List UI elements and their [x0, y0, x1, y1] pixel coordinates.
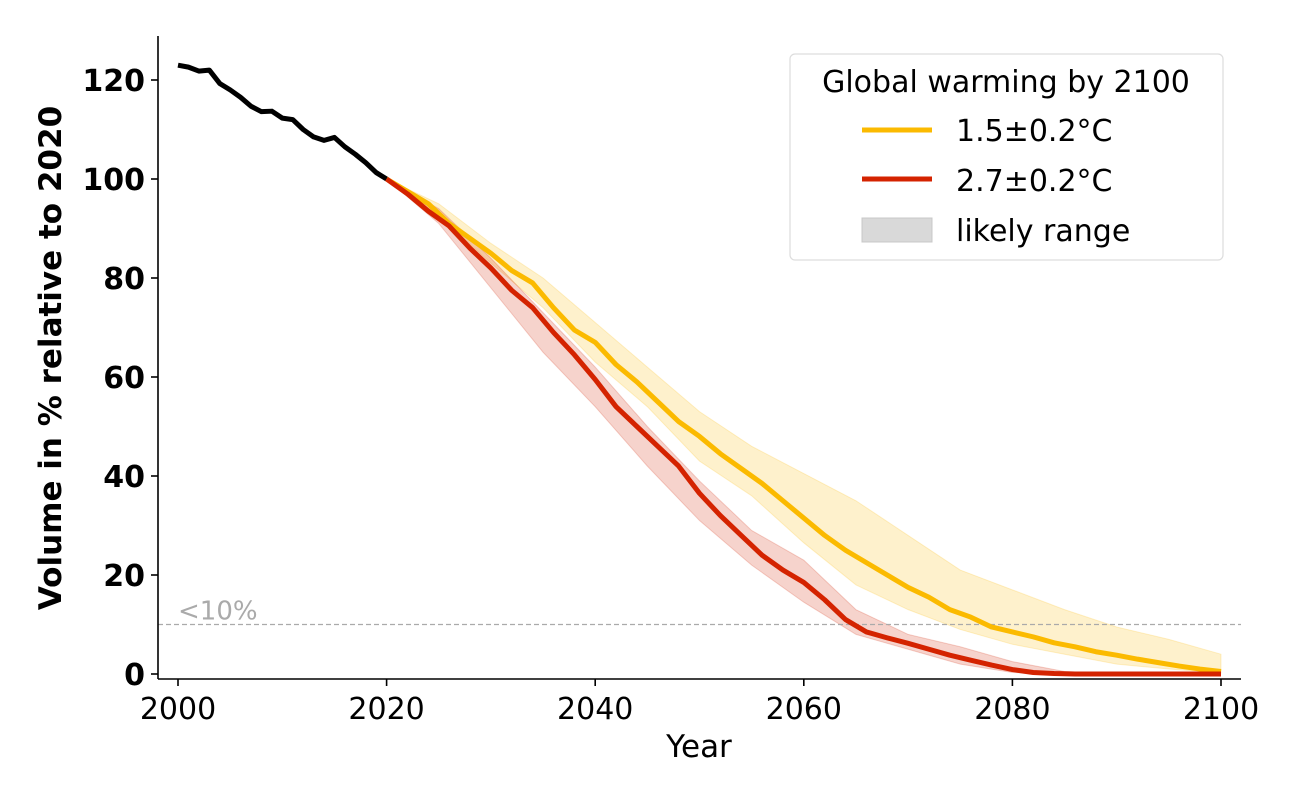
- y-axis-label: Volume in % relative to 2020: [33, 106, 69, 610]
- series-lines: [177, 62, 1222, 677]
- y-ticks: 0 20 40 60 80 100 120: [82, 64, 158, 693]
- legend-title: Global warming by 2100: [822, 65, 1190, 100]
- legend: Global warming by 2100 1.5±0.2°C 2.7±0.2…: [789, 53, 1224, 261]
- x-tick-label: 2060: [766, 692, 842, 727]
- x-tick-label: 2000: [140, 692, 216, 727]
- x-axis-label: Year: [665, 729, 732, 765]
- series-line-0: [385, 176, 1222, 675]
- likely-range-band-1: [386, 178, 1221, 675]
- y-tick-label: 60: [103, 361, 145, 396]
- x-tick-label: 2080: [974, 692, 1050, 727]
- y-tick-label: 20: [103, 559, 145, 594]
- y-tick-label: 40: [103, 460, 145, 495]
- series-line-1: [385, 176, 1221, 677]
- y-tick-label: 120: [82, 64, 145, 99]
- x-tick-label: 2040: [557, 692, 633, 727]
- y-tick-label: 100: [82, 163, 145, 198]
- legend-box: [789, 53, 1224, 261]
- y-tick-label: 80: [103, 262, 145, 297]
- likely-range-bands: [386, 178, 1222, 675]
- x-tick-label: 2100: [1183, 692, 1259, 727]
- legend-swatch-likely-range: [861, 217, 933, 243]
- historical-line: [177, 62, 388, 182]
- legend-label-1-5c: 1.5±0.2°C: [956, 114, 1113, 149]
- likely-range-band-0: [386, 178, 1222, 674]
- legend-label-likely-range: likely range: [956, 214, 1130, 249]
- x-ticks: 2000 2020 2040 2060 2080 2100: [140, 679, 1259, 727]
- x-tick-label: 2020: [348, 692, 424, 727]
- threshold-label: <10%: [178, 597, 258, 627]
- y-tick-label: 0: [124, 658, 145, 693]
- legend-label-2-7c: 2.7±0.2°C: [956, 164, 1113, 199]
